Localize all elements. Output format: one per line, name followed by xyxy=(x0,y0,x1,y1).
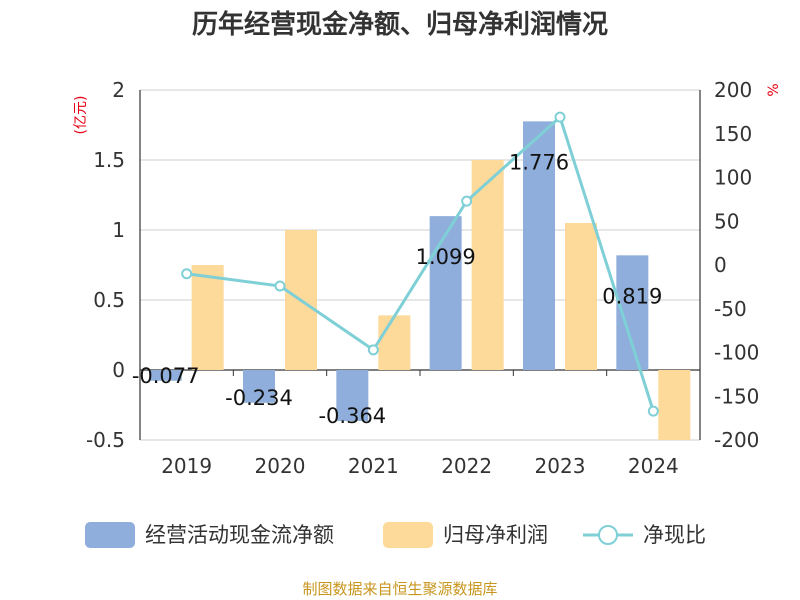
source-note: 制图数据来自恒生聚源数据库 xyxy=(302,580,497,598)
data-label-cashflow: 1.776 xyxy=(509,150,569,174)
data-label-cashflow: -0.364 xyxy=(318,404,386,428)
x-tick-label: 2024 xyxy=(628,454,679,478)
right-tick-label: -50 xyxy=(714,297,747,321)
x-tick-label: 2020 xyxy=(255,454,306,478)
bar-profit xyxy=(658,370,691,440)
right-axis-ticks: 200 150 100 50 0 -50 -100 -150 -200 xyxy=(714,78,759,452)
right-tick-label: 150 xyxy=(714,122,752,146)
x-tick-label: 2023 xyxy=(535,454,586,478)
right-tick-label: 100 xyxy=(714,166,752,190)
left-axis-ticks: 2 1.5 1 0.5 0 -0.5 xyxy=(86,78,125,452)
legend-label-cashflow: 经营活动现金流净额 xyxy=(145,523,334,547)
data-label-cashflow: -0.234 xyxy=(225,386,293,410)
ratio-line xyxy=(181,111,659,417)
right-tick-label: 200 xyxy=(714,78,752,102)
right-tick-label: -150 xyxy=(714,384,759,408)
legend-swatch-ratio-marker xyxy=(598,525,618,545)
left-tick-label: 1 xyxy=(112,218,125,242)
bar-profit xyxy=(565,223,597,370)
ratio-point xyxy=(367,344,379,356)
x-tick-label: 2021 xyxy=(348,454,399,478)
right-axis-unit: % xyxy=(766,83,782,96)
chart-title: 历年经营现金净额、归母净利润情况 xyxy=(192,9,608,40)
left-tick-label: 0 xyxy=(112,358,125,382)
x-tick-label: 2019 xyxy=(161,454,212,478)
ratio-point xyxy=(274,280,286,292)
bar-cashflow xyxy=(243,370,275,403)
bar-cashflow xyxy=(149,370,182,381)
ratio-point xyxy=(647,405,659,417)
right-tick-label: -100 xyxy=(714,341,759,365)
left-axis-unit: (亿元) xyxy=(73,96,89,135)
data-label-cashflow: -0.077 xyxy=(132,364,200,388)
ratio-point xyxy=(461,195,473,207)
bar-cashflow xyxy=(523,121,555,370)
ratio-point xyxy=(181,268,193,280)
data-label-cashflow: 0.819 xyxy=(602,284,662,308)
axes xyxy=(139,90,701,440)
legend-swatch-profit xyxy=(383,522,433,548)
bar-profit xyxy=(191,265,224,370)
right-tick-label: 0 xyxy=(714,253,727,277)
legend: 经营活动现金流净额 归母净利润 净现比 xyxy=(85,522,706,548)
left-tick-label: 2 xyxy=(112,78,125,102)
bar-cashflow xyxy=(336,370,369,421)
bar-cashflow xyxy=(429,216,462,370)
legend-label-ratio: 净现比 xyxy=(643,523,706,547)
ratio-line-path xyxy=(186,115,655,412)
bar-profit xyxy=(378,315,411,370)
data-labels: -0.077 -0.234 -0.364 1.099 1.776 0.819 xyxy=(132,150,663,428)
legend-label-profit: 归母净利润 xyxy=(443,523,548,547)
ratio-point xyxy=(554,111,566,123)
x-tick-label: 2022 xyxy=(441,454,492,478)
right-tick-label: -200 xyxy=(714,428,759,452)
right-tick-label: 50 xyxy=(714,209,739,233)
left-tick-label: 0.5 xyxy=(93,288,125,312)
left-tick-label: 1.5 xyxy=(93,148,125,172)
legend-swatch-cashflow xyxy=(85,522,135,548)
data-label-cashflow: 1.099 xyxy=(416,245,476,269)
bar-profit xyxy=(471,160,504,370)
x-axis-ticks: 2019 2020 2021 2022 2023 2024 xyxy=(161,454,679,478)
left-tick-label: -0.5 xyxy=(86,428,125,452)
